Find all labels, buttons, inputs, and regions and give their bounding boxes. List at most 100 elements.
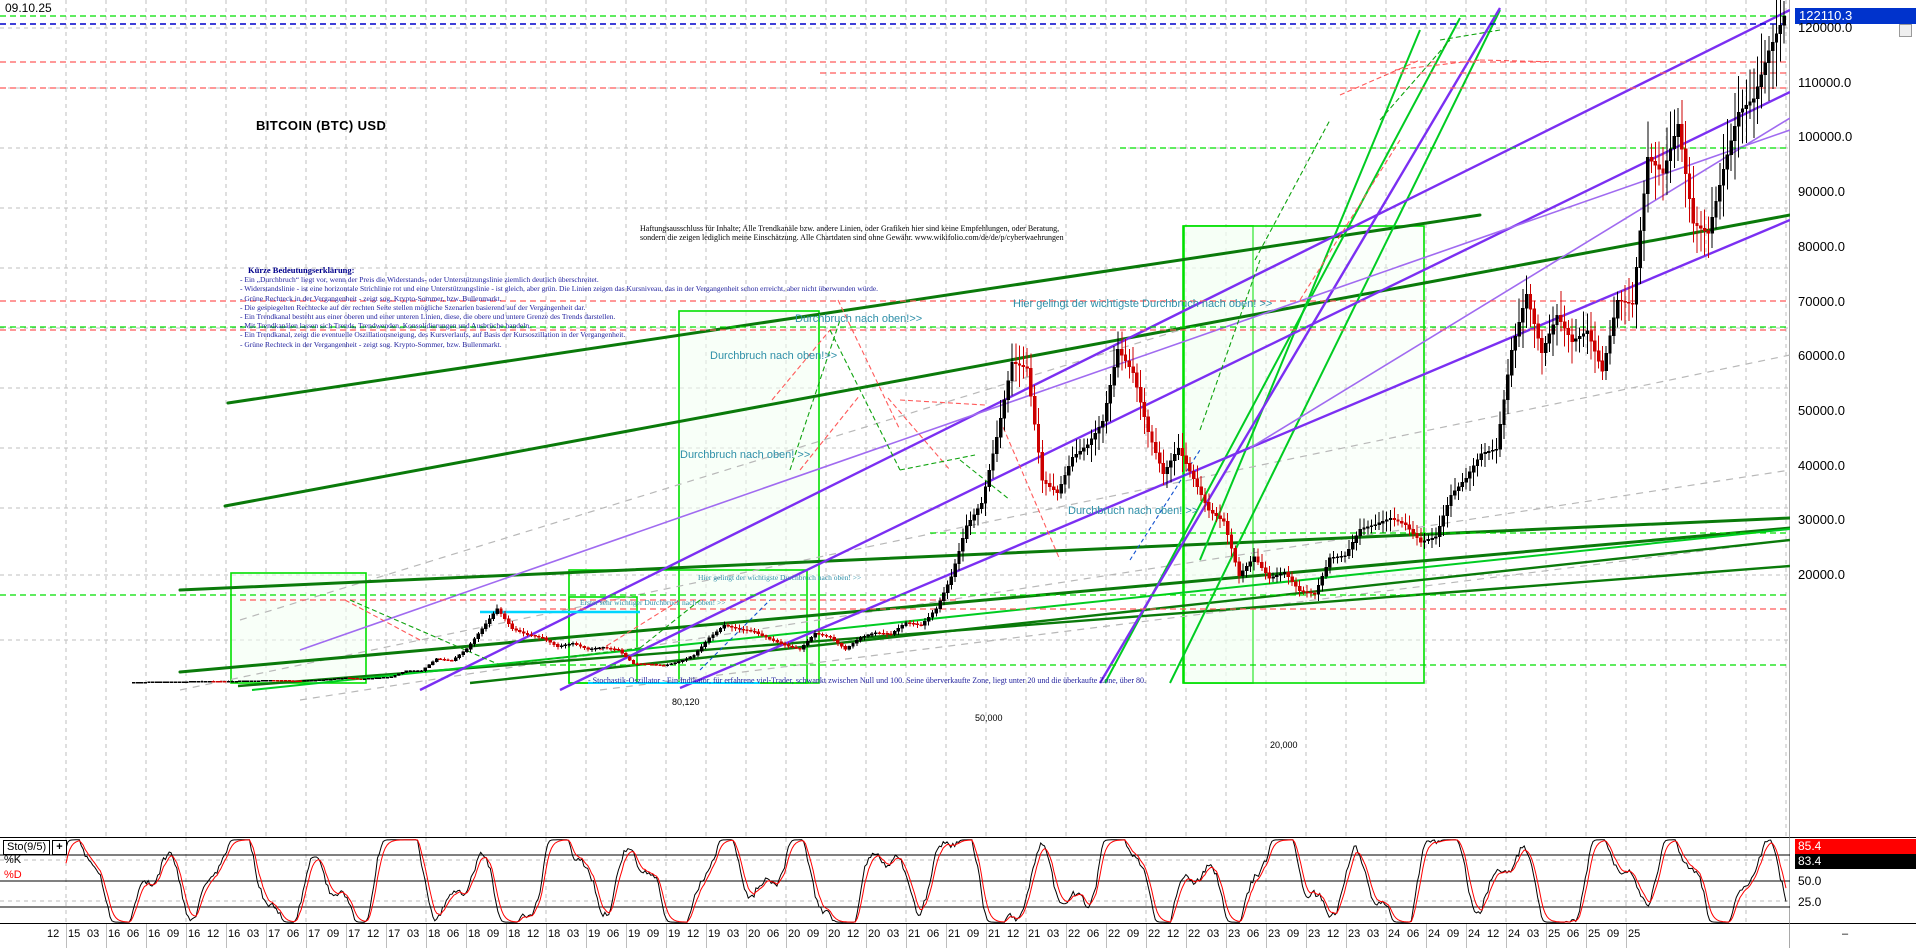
time-tick-year: 24 — [1468, 928, 1481, 940]
legend-line: - Widerstandslinie - ist eine horizontal… — [240, 284, 879, 294]
time-tick-month: 03 — [407, 928, 420, 940]
time-tick-separator — [1146, 924, 1147, 948]
corner-dash-label: – — [1842, 928, 1849, 940]
time-tick-year: 19 — [668, 928, 681, 940]
annotation-breakout-3: Durchbruch nach oben!>> — [710, 350, 838, 362]
time-tick-year: 23 — [1348, 928, 1361, 940]
time-tick-year: 15 — [68, 928, 81, 940]
expand-indicator-button[interactable]: + — [52, 840, 67, 855]
time-tick-separator — [1386, 924, 1387, 948]
time-tick-year: 21 — [988, 928, 1001, 940]
time-tick-separator — [1106, 924, 1107, 948]
price-tick-30000: 30000.0 — [1798, 512, 1845, 528]
time-tick-month: 09 — [167, 928, 180, 940]
price-tick-100000: 100000.0 — [1798, 129, 1853, 145]
time-tick-separator — [1506, 924, 1507, 948]
oscillator-axis[interactable]: 85.4 83.4 50.0 25.0 — [1790, 838, 1916, 924]
legend-line: - Mit Trendkanälen lassen sich Trends, T… — [240, 321, 532, 331]
osc-d-line — [65, 839, 1787, 923]
time-tick-month: 06 — [1567, 928, 1580, 940]
time-tick-year: 18 — [468, 928, 481, 940]
time-tick-month: 06 — [767, 928, 780, 940]
time-tick-year: 17 — [308, 928, 321, 940]
time-tick-separator — [1426, 924, 1427, 948]
time-tick-month: 03 — [727, 928, 740, 940]
time-tick-year: 16 — [188, 928, 201, 940]
time-tick-month: 06 — [927, 928, 940, 940]
time-tick-year: 20 — [828, 928, 841, 940]
axis-corner: – — [1790, 924, 1916, 948]
time-tick-month: 06 — [1247, 928, 1260, 940]
legend-line: - Ein „Durchbruch“ liegt vor, wenn der P… — [240, 275, 599, 285]
candlestick-series — [132, 0, 1786, 684]
time-tick-separator — [346, 924, 347, 948]
time-tick-separator — [66, 924, 67, 948]
time-tick-year: 18 — [508, 928, 521, 940]
time-tick-separator — [586, 924, 587, 948]
osc-level-label-0: 80,120 — [672, 697, 700, 707]
axis-collapse-button[interactable] — [1899, 24, 1912, 37]
annotation-breakout-5: Durchbruch nach oben! >> — [1068, 505, 1199, 517]
time-tick-month: 09 — [1127, 928, 1140, 940]
time-tick-month: 12 — [847, 928, 860, 940]
time-tick-separator — [466, 924, 467, 948]
time-tick-separator — [866, 924, 867, 948]
trend-channel-purple — [419, 7, 1790, 692]
time-tick-separator — [1346, 924, 1347, 948]
annotation-breakout-2: Durchbruch nach oben! >> — [680, 449, 811, 461]
time-tick-year: 25 — [1588, 928, 1601, 940]
time-tick-year: 24 — [1388, 928, 1401, 940]
legend-line: - Grüne Rechteck in der Vergangenheit - … — [240, 293, 502, 303]
time-tick-month: 03 — [1047, 928, 1060, 940]
time-axis[interactable]: 12 15 03 16 06 16 09 16 12 16 03 17 06 17 09 17 12 17 03 18… — [0, 924, 1790, 948]
time-tick-year: 25 — [1628, 928, 1641, 940]
time-tick-year: 16 — [148, 928, 161, 940]
time-tick-separator — [1306, 924, 1307, 948]
time-tick-month: 09 — [967, 928, 980, 940]
time-tick-separator — [666, 924, 667, 948]
time-tick-separator — [506, 924, 507, 948]
time-tick-separator — [626, 924, 627, 948]
time-tick-month: 06 — [1407, 928, 1420, 940]
price-axis[interactable]: 122110.3 20000.0 30000.0 40000.0 50000.0 600… — [1790, 0, 1916, 838]
time-tick-separator — [226, 924, 227, 948]
time-tick-month: 03 — [1527, 928, 1540, 940]
time-tick-separator — [1226, 924, 1227, 948]
time-tick-month: 12 — [367, 928, 380, 940]
time-tick-separator — [826, 924, 827, 948]
time-tick-separator — [1186, 924, 1187, 948]
price-tick-90000: 90000.0 — [1798, 184, 1845, 200]
time-tick-month: 03 — [87, 928, 100, 940]
price-tick-70000: 70000.0 — [1798, 293, 1845, 309]
time-tick-year: 24 — [1508, 928, 1521, 940]
time-tick-month: 06 — [447, 928, 460, 940]
time-tick-year: 17 — [268, 928, 281, 940]
time-tick-year: 19 — [708, 928, 721, 940]
time-tick-year: 18 — [428, 928, 441, 940]
time-tick-year: 19 — [588, 928, 601, 940]
time-tick-separator — [306, 924, 307, 948]
time-tick-month: 12 — [527, 928, 540, 940]
price-chart-panel[interactable]: BITCOIN (BTC) USD 09.10.25 Haftungsaussc… — [0, 0, 1790, 838]
time-tick-separator — [386, 924, 387, 948]
stochastic-oscillator-panel[interactable]: Sto(9/5) + %K %D 80,120 50,000 20,000 — [0, 697, 1790, 924]
time-tick-year: 17 — [388, 928, 401, 940]
time-tick-year: 20 — [788, 928, 801, 940]
time-tick-month: 09 — [807, 928, 820, 940]
time-tick-separator — [706, 924, 707, 948]
time-tick-separator — [146, 924, 147, 948]
indicator-name-badge[interactable]: Sto(9/5) — [3, 840, 51, 855]
time-tick-month: 09 — [1607, 928, 1620, 940]
time-tick-separator — [1546, 924, 1547, 948]
time-tick-separator — [1066, 924, 1067, 948]
disclaimer-line-2: sondern die zeigen lediglich meine Einsc… — [640, 232, 1064, 242]
time-tick-month: 03 — [247, 928, 260, 940]
legend-line: - Ein Trendkanal besteht aus einer obere… — [240, 312, 616, 322]
time-tick-separator — [1586, 924, 1587, 948]
time-tick-year: 25 — [1548, 928, 1561, 940]
annotation-breakout-0: Erster sehr wichtiger Durchbruch nach ob… — [580, 598, 726, 607]
time-tick-separator — [986, 924, 987, 948]
osc-level-label-2: 20,000 — [1270, 740, 1298, 750]
trend-channel-purple-light — [299, 117, 1790, 651]
time-tick-year: 22 — [1068, 928, 1081, 940]
